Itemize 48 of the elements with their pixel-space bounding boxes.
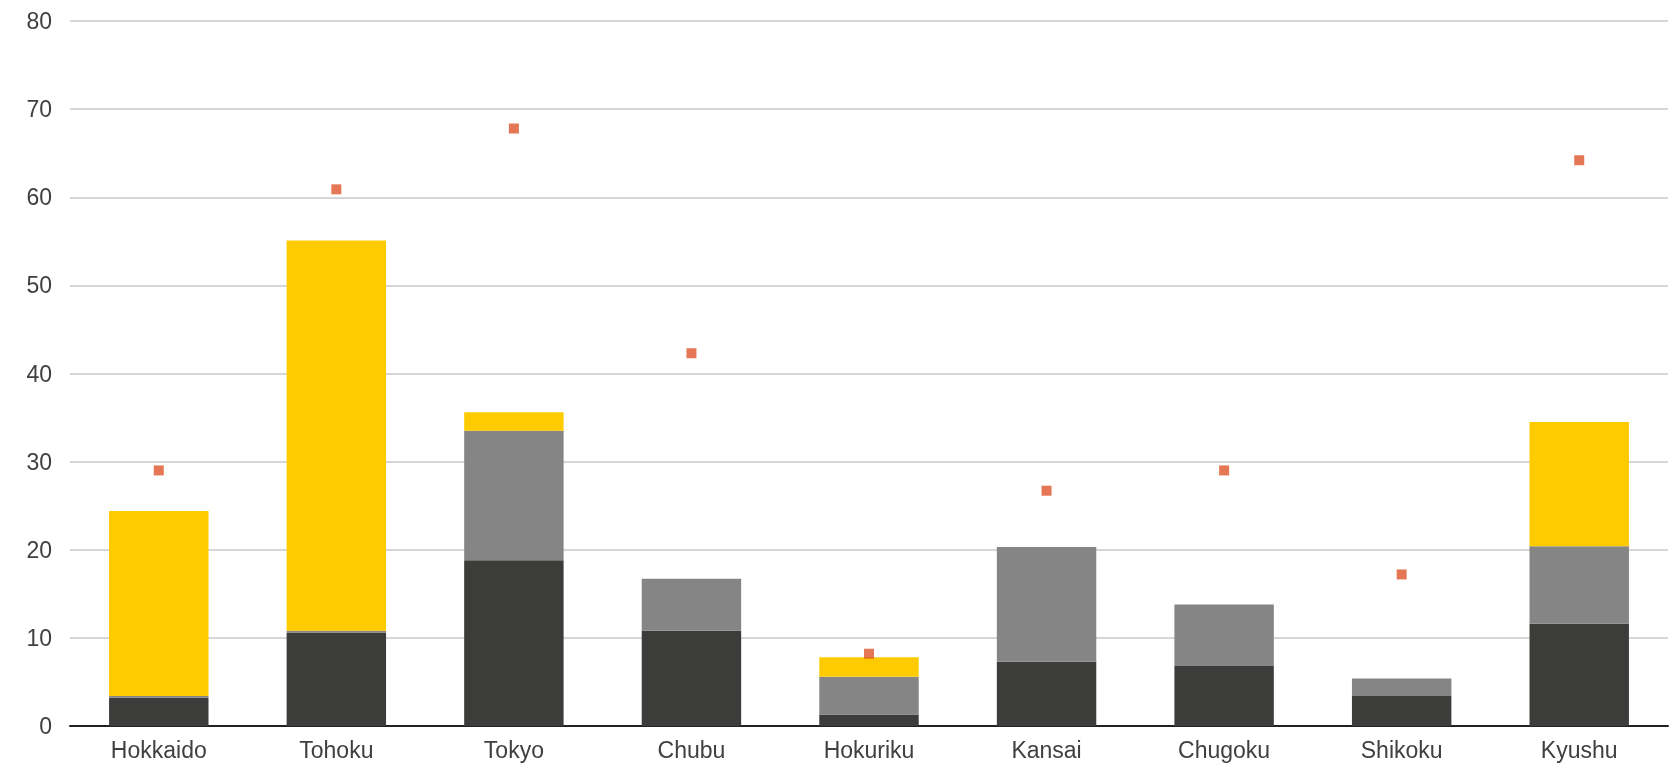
point: [864, 648, 874, 659]
bar: [109, 510, 209, 697]
point: [508, 123, 519, 134]
bar: [1351, 678, 1452, 697]
bar: [819, 714, 919, 726]
bar: [1174, 666, 1274, 726]
bar: [1529, 421, 1629, 547]
x-tick-label: Chubu: [657, 736, 726, 763]
point: [686, 348, 697, 359]
x-tick-label: Kansai: [1011, 736, 1082, 763]
bar: [819, 676, 919, 715]
y-tick-label: 80: [26, 8, 52, 34]
y-tick-label: 60: [26, 184, 52, 211]
x-tick-label: Hokuriku: [823, 736, 915, 763]
y-tick-label: 30: [26, 448, 52, 475]
y-tick-label: 40: [26, 360, 52, 387]
bar: [464, 412, 564, 431]
point: [1574, 155, 1585, 166]
point: [331, 184, 342, 195]
y-tick-label: 50: [26, 272, 52, 299]
bar: [996, 661, 1097, 726]
bar: [286, 632, 387, 726]
point: [153, 465, 164, 476]
x-tick-label: Chugoku: [1178, 736, 1271, 763]
x-tick-label: Hokkaido: [110, 736, 207, 763]
y-tick-label: 10: [26, 624, 52, 651]
x-tick-label: Kyushu: [1540, 736, 1618, 763]
point: [1396, 569, 1407, 580]
bar: [1529, 546, 1629, 624]
y-tick-label: 0: [39, 713, 52, 739]
bar: [1174, 604, 1274, 667]
point: [1041, 485, 1052, 496]
y-tick-label: 70: [26, 96, 52, 123]
bar: [1351, 696, 1452, 726]
bar: [464, 430, 564, 561]
bar: [641, 630, 742, 726]
point: [1219, 465, 1230, 476]
bar: [641, 578, 742, 631]
x-tick-label: Tokyo: [483, 736, 544, 763]
bar: [1529, 623, 1629, 726]
x-tick-label: Tohoku: [299, 736, 374, 763]
y-tick-label: 20: [26, 536, 52, 563]
bar: [286, 240, 387, 631]
bar: [109, 697, 209, 726]
bar: [464, 560, 564, 726]
x-tick-label: Shikoku: [1360, 736, 1443, 763]
bar: [819, 657, 919, 677]
bar: [996, 547, 1097, 662]
